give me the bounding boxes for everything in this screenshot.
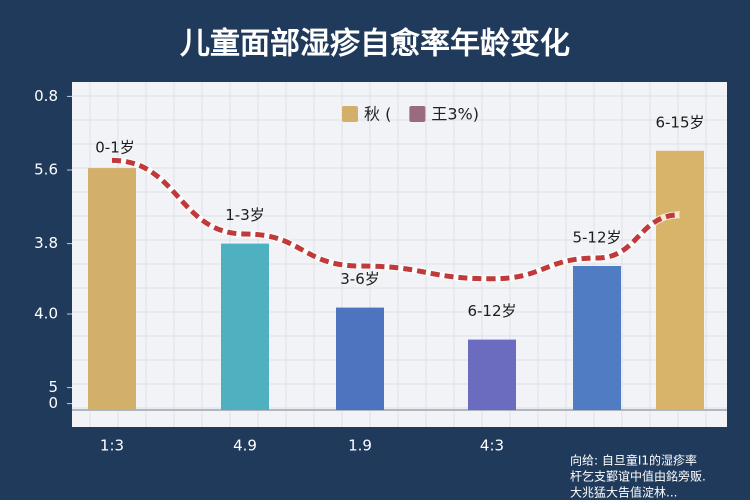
- bar: [656, 150, 704, 411]
- bar: [468, 339, 516, 410]
- legend-label: 王3%): [431, 105, 479, 124]
- y-tick-label: 5.6: [34, 161, 58, 179]
- line-series: [111, 157, 681, 282]
- y-tick-label: 0: [48, 394, 58, 412]
- bar: [221, 243, 269, 410]
- footnote: 大兆猛大告值淀林...: [570, 485, 677, 500]
- bar-label: 5-12岁: [572, 229, 621, 247]
- y-tick-label: 5: [48, 378, 58, 396]
- chart-title: 儿童面部湿疹自愈率年龄变化: [180, 27, 570, 62]
- bar-label: 0-1岁: [95, 139, 135, 157]
- bar: [88, 168, 136, 410]
- x-tick-label: 1.9: [348, 437, 372, 455]
- x-tick-label: 4.9: [233, 437, 257, 455]
- legend-swatch: [409, 106, 426, 122]
- bar-label: 6-12岁: [467, 302, 516, 320]
- x-tick-label: 4:3: [480, 437, 504, 455]
- bar: [336, 307, 384, 410]
- y-tick-label: 4.0: [34, 305, 58, 323]
- x-tick-label: 1:3: [100, 437, 124, 455]
- bar-label: 1-3岁: [225, 206, 265, 224]
- legend-swatch: [342, 106, 358, 122]
- plot-panel: [72, 82, 727, 427]
- bar: [573, 266, 621, 410]
- footnote: 向给: 自旦童I1的湿疹率: [570, 453, 697, 468]
- legend-label: 秋 (: [364, 105, 391, 124]
- y-tick-label: 3.8: [34, 234, 58, 252]
- bar-label: 6-15岁: [655, 113, 704, 131]
- footnote: 杆乞支鄞谊中值由銘旁贩.: [570, 469, 706, 484]
- y-tick-label: 0.8: [34, 87, 58, 105]
- bar-label: 3-6岁: [340, 270, 380, 288]
